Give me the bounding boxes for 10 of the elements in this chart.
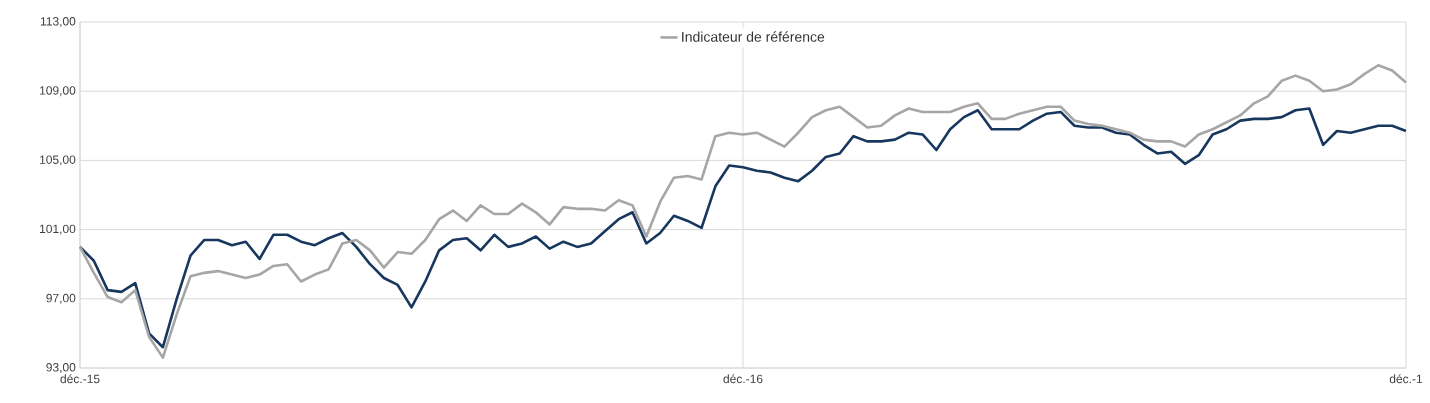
y-tick-label: 113,00 bbox=[40, 17, 76, 27]
y-tick-label: 101,00 bbox=[40, 224, 76, 235]
x-tick-label: déc.-15 bbox=[60, 374, 100, 384]
y-tick-label: 97,00 bbox=[46, 293, 76, 304]
y-tick-label: 109,00 bbox=[40, 86, 76, 97]
y-tick-label: 105,00 bbox=[40, 155, 76, 166]
x-tick-label: déc.-16 bbox=[723, 374, 763, 384]
y-tick-label: 93,00 bbox=[46, 363, 76, 373]
legend-label: Indicateur de référence bbox=[682, 31, 825, 42]
x-tick-label: déc.-1 bbox=[1389, 374, 1423, 384]
